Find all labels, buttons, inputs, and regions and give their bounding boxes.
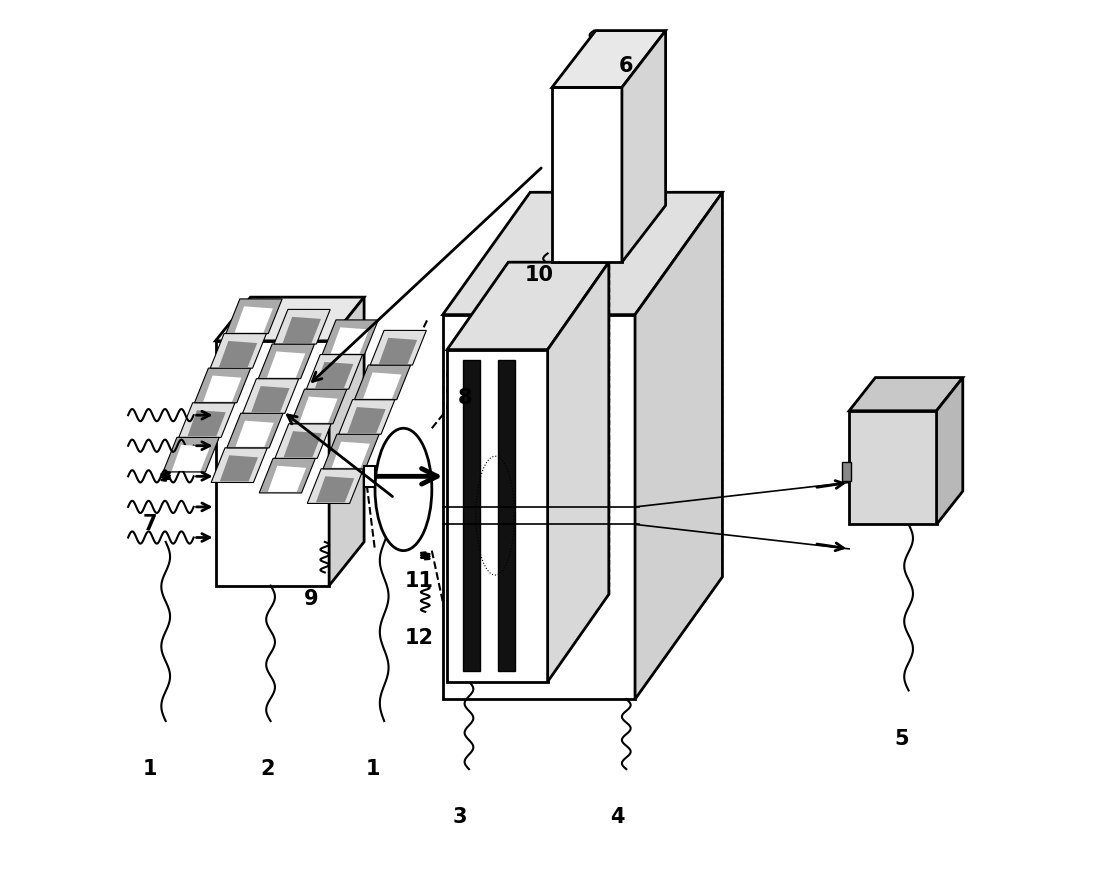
Bar — [498, 360, 516, 671]
Polygon shape — [220, 455, 258, 482]
Polygon shape — [227, 413, 283, 447]
Text: 1: 1 — [365, 760, 380, 779]
Text: 12: 12 — [405, 628, 434, 648]
Text: 11: 11 — [405, 572, 434, 591]
Polygon shape — [552, 31, 666, 87]
Text: 5: 5 — [894, 729, 909, 748]
Bar — [364, 466, 374, 487]
Polygon shape — [622, 31, 666, 262]
Polygon shape — [348, 407, 385, 434]
Text: 1: 1 — [142, 760, 157, 779]
Polygon shape — [258, 344, 315, 378]
Polygon shape — [274, 309, 330, 344]
Text: 6: 6 — [619, 56, 634, 75]
Polygon shape — [219, 341, 257, 367]
Polygon shape — [443, 315, 635, 699]
Polygon shape — [268, 466, 306, 492]
Polygon shape — [370, 330, 426, 365]
Polygon shape — [252, 386, 289, 413]
Polygon shape — [163, 437, 220, 472]
Polygon shape — [447, 350, 548, 682]
Text: 4: 4 — [611, 808, 625, 827]
Polygon shape — [635, 192, 722, 699]
Bar — [842, 462, 851, 482]
Polygon shape — [307, 468, 363, 503]
Ellipse shape — [375, 428, 432, 551]
Polygon shape — [379, 337, 417, 364]
Polygon shape — [552, 87, 622, 262]
Polygon shape — [283, 316, 321, 343]
Polygon shape — [235, 307, 273, 332]
Text: 8: 8 — [457, 388, 471, 407]
Polygon shape — [447, 262, 608, 350]
Polygon shape — [235, 420, 274, 447]
Polygon shape — [299, 397, 338, 423]
Polygon shape — [443, 192, 722, 315]
Polygon shape — [849, 411, 936, 524]
Text: 9: 9 — [305, 589, 319, 608]
Polygon shape — [259, 458, 316, 493]
Polygon shape — [316, 476, 354, 503]
Text: 10: 10 — [524, 266, 553, 285]
Polygon shape — [323, 434, 379, 468]
Text: 7: 7 — [142, 515, 157, 534]
Polygon shape — [307, 355, 362, 389]
Polygon shape — [215, 297, 364, 341]
Polygon shape — [329, 297, 364, 586]
Text: 3: 3 — [453, 808, 467, 827]
Polygon shape — [290, 389, 347, 424]
Polygon shape — [243, 378, 299, 413]
Polygon shape — [194, 368, 251, 403]
Polygon shape — [322, 320, 379, 355]
Polygon shape — [339, 399, 395, 434]
Polygon shape — [849, 378, 963, 411]
Polygon shape — [172, 445, 210, 471]
Polygon shape — [275, 424, 331, 458]
Bar — [463, 360, 480, 671]
Polygon shape — [331, 327, 369, 353]
Polygon shape — [936, 378, 963, 524]
Polygon shape — [267, 351, 306, 378]
Polygon shape — [363, 372, 402, 399]
Polygon shape — [210, 334, 266, 368]
Polygon shape — [203, 376, 242, 402]
Polygon shape — [548, 262, 608, 682]
Polygon shape — [215, 341, 329, 586]
Polygon shape — [211, 447, 267, 482]
Polygon shape — [284, 431, 322, 457]
Polygon shape — [188, 410, 225, 436]
Polygon shape — [179, 403, 235, 437]
Polygon shape — [331, 441, 370, 468]
Polygon shape — [354, 365, 411, 399]
Polygon shape — [226, 299, 283, 334]
Text: 2: 2 — [261, 760, 275, 779]
Polygon shape — [315, 362, 353, 388]
